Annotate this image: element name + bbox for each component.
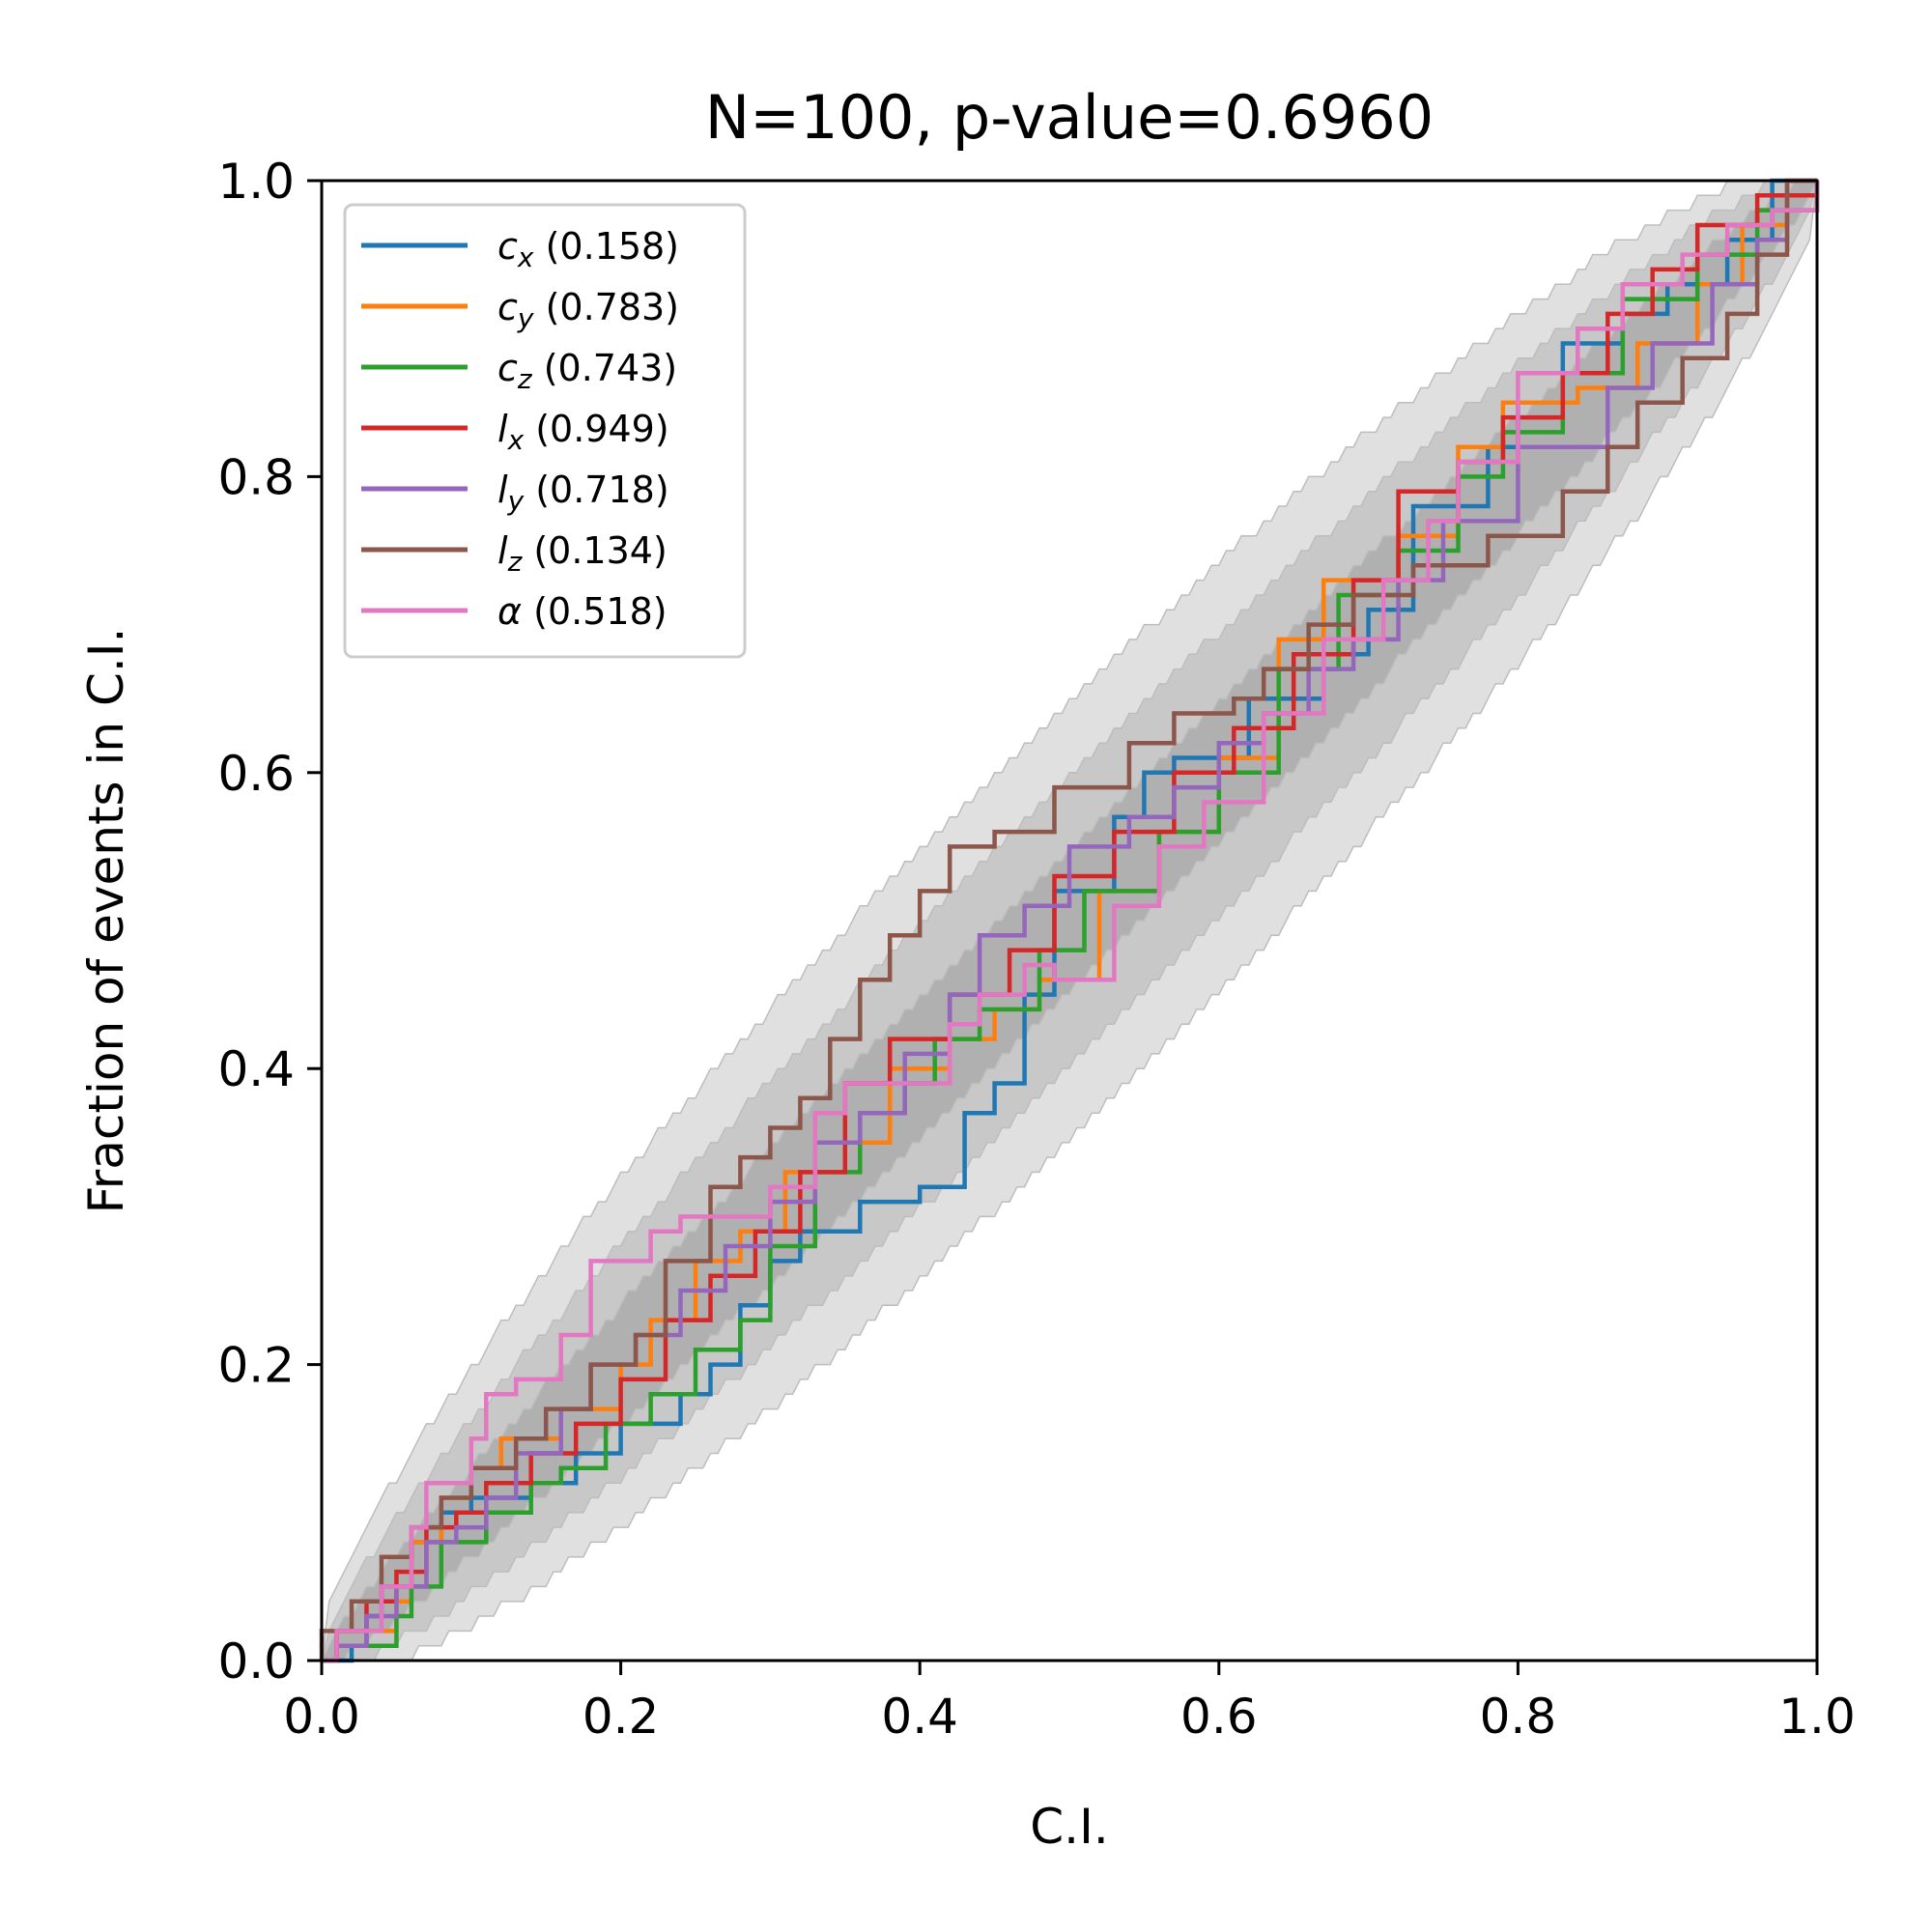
y-tick-label: 0.2 — [217, 1338, 295, 1394]
series-line-6 — [322, 181, 1820, 1663]
legend-label: cx (0.158) — [497, 225, 679, 273]
x-tick-label: 1.0 — [1778, 1689, 1856, 1745]
x-tick-label: 0.2 — [582, 1689, 660, 1745]
x-tick-label: 0.0 — [283, 1689, 360, 1745]
y-tick-label: 0.6 — [217, 746, 295, 802]
legend-label: ly (0.718) — [497, 469, 669, 517]
y-tick-label: 0.0 — [217, 1634, 295, 1690]
legend-label: lx (0.949) — [497, 408, 669, 456]
legend: cx (0.158) cy (0.783) cz (0.743) lx (0.949)… — [343, 203, 747, 659]
legend-label: lz (0.134) — [497, 529, 668, 578]
chart-title: N=100, p-value=0.6960 — [705, 82, 1434, 153]
series-line-5 — [319, 178, 1817, 1661]
x-tick-label: 0.6 — [1180, 1689, 1258, 1745]
series-line-4 — [322, 178, 1817, 1663]
legend-label: cz (0.743) — [497, 347, 677, 395]
legend-label: α (0.518) — [497, 590, 668, 633]
y-tick-label: 0.8 — [217, 449, 295, 505]
x-tick-label: 0.4 — [881, 1689, 958, 1745]
y-axis-label: Fraction of events in C.I. — [78, 628, 134, 1214]
y-axis-ticks: 0.0 0.2 0.4 0.6 0.8 1.0 — [217, 154, 322, 1690]
x-axis-ticks: 0.0 0.2 0.4 0.6 0.8 1.0 — [283, 1661, 1856, 1745]
legend-box — [343, 203, 747, 659]
plot-frame — [320, 179, 1819, 1662]
legend-label: cy (0.783) — [497, 286, 679, 334]
x-axis-label: C.I. — [1030, 1799, 1108, 1855]
y-tick-label: 1.0 — [217, 154, 295, 210]
series-lines — [319, 178, 1820, 1663]
y-tick-label: 0.4 — [217, 1041, 295, 1097]
x-tick-label: 0.8 — [1480, 1689, 1557, 1745]
